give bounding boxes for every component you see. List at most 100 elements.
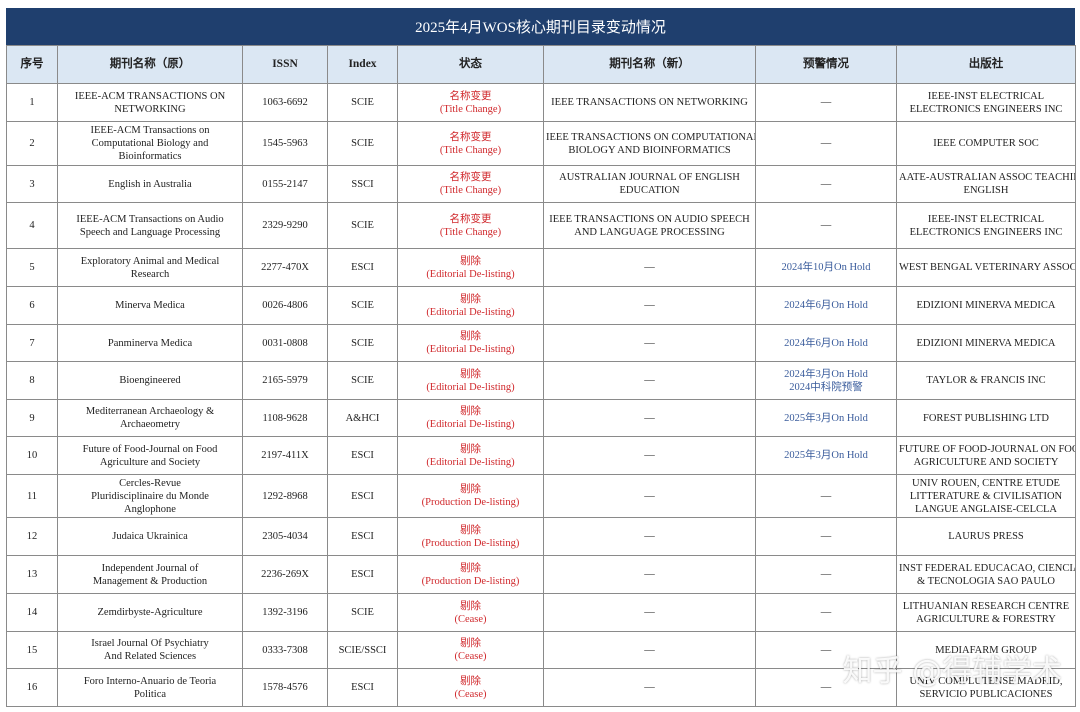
table-cell: UNIV COMPLUTENSE MADRID, SERVICIO PUBLICA… — [896, 668, 1076, 707]
header-cell: 预警情况 — [755, 45, 897, 84]
table-cell: 2024年6月On Hold — [755, 286, 897, 325]
table-cell: ESCI — [327, 555, 398, 594]
cell-line: 名称变更 — [449, 90, 492, 102]
table-cell: 2024年10月On Hold — [755, 248, 897, 287]
table-cell: English in Australia — [57, 165, 243, 203]
cell-line: 剔除 — [460, 331, 481, 342]
table-cell: 1 — [6, 83, 58, 122]
table-cell: EDIZIONI MINERVA MEDICA — [896, 324, 1076, 362]
table-cell: 剔除 (Editorial De-listing) — [397, 324, 544, 362]
cell-line: 剔除 — [460, 638, 481, 649]
table-cell: 0031-0808 — [242, 324, 328, 362]
table-cell: IEEE TRANSACTIONS ON AUDIO SPEECH AND LAN… — [543, 202, 756, 249]
cell-line: Exploratory Animal and Medical — [80, 255, 220, 267]
table-cell: 2197-411X — [242, 436, 328, 475]
table-cell: 12 — [6, 517, 58, 556]
table-row: 4 IEEE-ACM Transactions on Audio Speech an… — [6, 202, 1076, 249]
table-cell: Cercles-Revue Pluridisciplinaire du Monde… — [57, 474, 243, 518]
table-cell: 14 — [6, 593, 58, 632]
table-cell: 0026-4806 — [242, 286, 328, 325]
table-cell: 2329-9290 — [242, 202, 328, 249]
table-cell: — — [755, 631, 897, 669]
table-cell: 剔除 (Editorial De-listing) — [397, 361, 544, 400]
header-cell: 期刊名称（原） — [57, 45, 243, 84]
cell-line: IEEE TRANSACTIONS ON AUDIO SPEECH — [549, 213, 750, 225]
table-cell: 5 — [6, 248, 58, 287]
cell-line: BIOLOGY AND BIOINFORMATICS — [568, 144, 731, 156]
cell-line: (Editorial De-listing) — [426, 456, 515, 468]
table-row: 10 Future of Food-Journal on Food Agricult… — [6, 436, 1076, 475]
table-cell: 剔除 (Editorial De-listing) — [397, 436, 544, 475]
table-cell: 1545-5963 — [242, 121, 328, 166]
cell-line: SERVICIO PUBLICACIONES — [919, 688, 1053, 700]
cell-line: ENGLISH — [963, 185, 1009, 196]
table-cell: 剔除 (Production De-listing) — [397, 555, 544, 594]
cell-line: (Title Change) — [439, 144, 502, 156]
table-cell: 2165-5979 — [242, 361, 328, 400]
table-cell: 2305-4034 — [242, 517, 328, 556]
cell-line: Research — [130, 268, 170, 280]
cell-line: Computational Biology and — [91, 138, 209, 149]
table-cell: Panminerva Medica — [57, 324, 243, 362]
table-cell: 剔除 (Editorial De-listing) — [397, 248, 544, 287]
cell-line: INST FEDERAL EDUCACAO, CIENCIA — [899, 562, 1076, 574]
table-cell: IEEE TRANSACTIONS ON COMPUTATIONAL BIOLOG… — [543, 121, 756, 166]
cell-line: LITHUANIAN RESEARCH CENTRE — [902, 600, 1070, 612]
table-cell: A&HCI — [327, 399, 398, 437]
cell-line: 剔除 — [460, 406, 481, 417]
table-cell: 8 — [6, 361, 58, 400]
table-cell: 2024年6月On Hold — [755, 324, 897, 362]
cell-line: (Production De-listing) — [421, 575, 520, 587]
cell-line: EDUCATION — [619, 185, 680, 196]
cell-line: (Cease) — [454, 688, 487, 700]
cell-line: Agriculture and Society — [99, 456, 201, 468]
cell-line: Speech and Language Processing — [79, 226, 221, 238]
table-cell: — — [543, 474, 756, 518]
table-cell: 1392-3196 — [242, 593, 328, 632]
cell-line: (Editorial De-listing) — [426, 381, 515, 393]
table-body: 1 IEEE-ACM TRANSACTIONS ON NETWORKING 1063-… — [6, 83, 1076, 707]
table-cell: Foro Interno-Anuario de Teoria Politica — [57, 668, 243, 707]
cell-line: ELECTRONICS ENGINEERS INC — [909, 226, 1063, 238]
cell-line: (Production De-listing) — [421, 497, 520, 508]
table-cell: — — [543, 324, 756, 362]
cell-line: UNIV ROUEN, CENTRE ETUDE — [912, 477, 1060, 489]
table-cell: 剔除 (Editorial De-listing) — [397, 399, 544, 437]
cell-line: 2024年3月On Hold — [784, 368, 868, 380]
cell-line: 剔除 — [460, 600, 481, 612]
cell-line: IEEE-INST ELECTRICAL — [927, 213, 1045, 225]
header-row: 序号 期刊名称（原） ISSN Index 状态 期刊名称（新） 预警情况 出版社 — [6, 45, 1076, 84]
table-cell: 10 — [6, 436, 58, 475]
table-cell: 1292-8968 — [242, 474, 328, 518]
table-cell: MEDIAFARM GROUP — [896, 631, 1076, 669]
header-cell: 出版社 — [896, 45, 1076, 84]
cell-line: And Related Sciences — [103, 651, 197, 662]
table-cell: — — [755, 474, 897, 518]
table-cell: — — [755, 593, 897, 632]
table-cell: 9 — [6, 399, 58, 437]
table-row: 3 English in Australia 0155-2147 SSCI 名称变更 (T… — [6, 165, 1076, 203]
table-cell: AATE-AUSTRALIAN ASSOC TEACHING ENGLISH — [896, 165, 1076, 203]
table-cell: 剔除 (Production De-listing) — [397, 517, 544, 556]
cell-line: Israel Journal Of Psychiatry — [91, 638, 209, 649]
table-cell: 剔除 (Cease) — [397, 593, 544, 632]
table-cell: SCIE — [327, 121, 398, 166]
table-row: 7 Panminerva Medica 0031-0808 SCIE 剔除 (Editor… — [6, 324, 1076, 362]
table-cell: Future of Food-Journal on Food Agricultur… — [57, 436, 243, 475]
table-cell: — — [543, 593, 756, 632]
table-cell: WEST BENGAL VETERINARY ASSOC — [896, 248, 1076, 287]
table-cell: ESCI — [327, 436, 398, 475]
cell-line: Future of Food-Journal on Food — [82, 443, 218, 455]
cell-line: LITTERATURE & CIVILISATION — [909, 490, 1063, 502]
table-cell: 名称变更 (Title Change) — [397, 202, 544, 249]
cell-line: (Cease) — [454, 651, 487, 662]
table-cell: IEEE TRANSACTIONS ON NETWORKING — [543, 83, 756, 122]
table-cell: IEEE-ACM Transactions on Computational Bi… — [57, 121, 243, 166]
table-cell: FUTURE OF FOOD-JOURNAL ON FOOD AGRICULTUR… — [896, 436, 1076, 475]
table-cell: 7 — [6, 324, 58, 362]
table-cell: 1108-9628 — [242, 399, 328, 437]
header-cell: ISSN — [242, 45, 328, 84]
table-cell: — — [543, 399, 756, 437]
cell-line: (Title Change) — [439, 226, 502, 238]
